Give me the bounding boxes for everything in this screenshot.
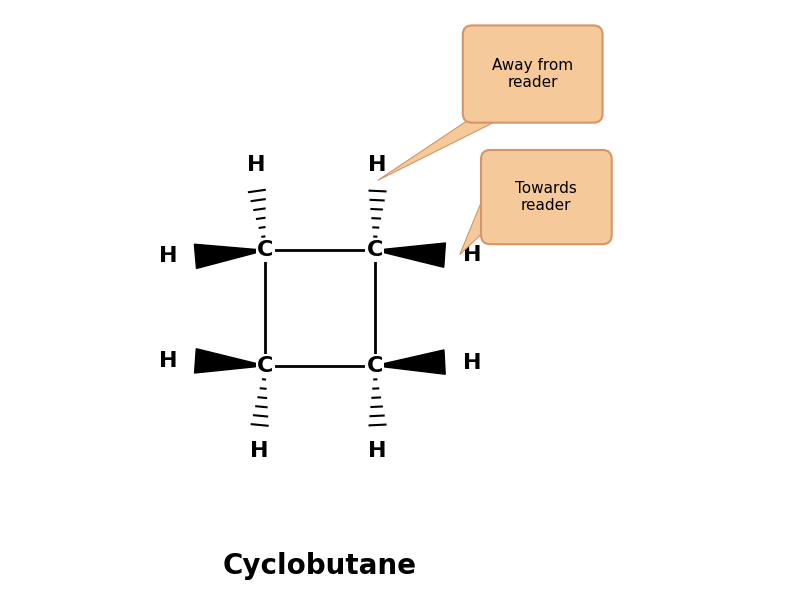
- Text: Cyclobutane: Cyclobutane: [223, 553, 417, 580]
- Text: H: H: [159, 352, 177, 371]
- Text: H: H: [247, 155, 266, 175]
- Text: C: C: [366, 240, 383, 261]
- Text: H: H: [463, 245, 481, 264]
- Text: H: H: [463, 353, 481, 373]
- Text: Towards
reader: Towards reader: [516, 181, 577, 213]
- Text: C: C: [257, 240, 274, 261]
- Text: C: C: [257, 355, 274, 376]
- Text: H: H: [159, 246, 177, 266]
- Text: H: H: [369, 441, 387, 461]
- Text: H: H: [250, 441, 268, 461]
- Text: Away from
reader: Away from reader: [492, 58, 573, 91]
- Polygon shape: [377, 113, 512, 180]
- Polygon shape: [375, 350, 445, 374]
- Polygon shape: [460, 180, 490, 254]
- Polygon shape: [375, 243, 445, 267]
- FancyBboxPatch shape: [463, 25, 602, 123]
- Text: C: C: [366, 355, 383, 376]
- Polygon shape: [195, 349, 265, 373]
- Text: H: H: [369, 155, 387, 175]
- FancyBboxPatch shape: [481, 150, 612, 244]
- Polygon shape: [195, 244, 265, 269]
